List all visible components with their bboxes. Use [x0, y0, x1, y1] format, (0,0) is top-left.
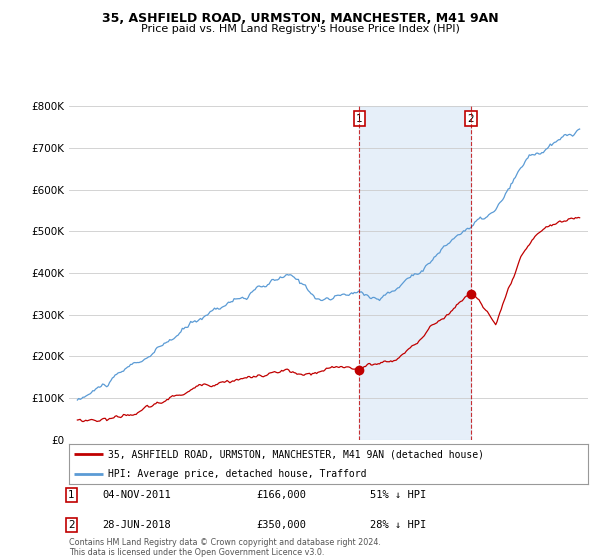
Text: 1: 1: [68, 491, 75, 501]
Text: 1: 1: [356, 114, 363, 124]
Text: 28-JUN-2018: 28-JUN-2018: [103, 520, 172, 530]
Text: £166,000: £166,000: [256, 491, 306, 501]
Text: 2: 2: [467, 114, 474, 124]
Text: Price paid vs. HM Land Registry's House Price Index (HPI): Price paid vs. HM Land Registry's House …: [140, 24, 460, 34]
Text: 04-NOV-2011: 04-NOV-2011: [103, 491, 172, 501]
Text: Contains HM Land Registry data © Crown copyright and database right 2024.
This d: Contains HM Land Registry data © Crown c…: [69, 538, 381, 557]
Text: HPI: Average price, detached house, Trafford: HPI: Average price, detached house, Traf…: [108, 469, 367, 479]
Text: 35, ASHFIELD ROAD, URMSTON, MANCHESTER, M41 9AN (detached house): 35, ASHFIELD ROAD, URMSTON, MANCHESTER, …: [108, 449, 484, 459]
Text: 35, ASHFIELD ROAD, URMSTON, MANCHESTER, M41 9AN: 35, ASHFIELD ROAD, URMSTON, MANCHESTER, …: [101, 12, 499, 25]
Bar: [359, 106, 471, 440]
Text: £350,000: £350,000: [256, 520, 306, 530]
Text: 28% ↓ HPI: 28% ↓ HPI: [370, 520, 426, 530]
Text: 2: 2: [68, 520, 75, 530]
Text: 51% ↓ HPI: 51% ↓ HPI: [370, 491, 426, 501]
